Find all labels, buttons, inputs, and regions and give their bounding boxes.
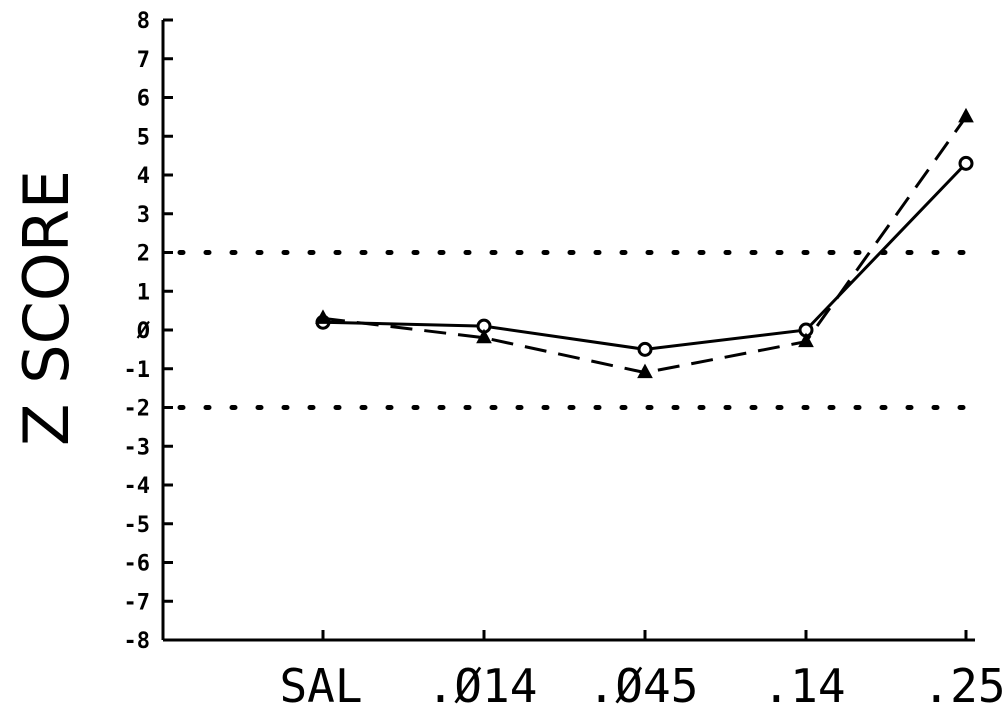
triangle-marker <box>798 332 814 348</box>
y-tick-labels: 8 7 6 5 4 3 2 1 Ø -1 -2 -3 -4 -5 -6 -7 -8 <box>124 9 151 654</box>
circle-marker <box>958 155 974 171</box>
triangle-marker <box>637 363 653 379</box>
y-tick-label: -8 <box>124 629 151 654</box>
y-tick-label: 5 <box>137 125 150 150</box>
y-tick-label: 8 <box>137 9 150 34</box>
circle-marker <box>637 341 653 357</box>
y-tick-label: -1 <box>124 358 151 383</box>
x-tick-label: .14 <box>762 659 845 708</box>
y-tick-label: -5 <box>124 513 151 538</box>
x-tick-label: SAL <box>279 659 362 708</box>
chart-series <box>315 107 974 379</box>
y-tick-label: 4 <box>137 164 150 189</box>
y-tick-label: 2 <box>137 242 150 267</box>
y-tick-label: Ø <box>136 319 151 344</box>
x-tick-label: .25 <box>922 659 1005 708</box>
x-tick-labels: SAL .Ø14 .Ø45 .14 .25 <box>279 659 1005 708</box>
solid-series-line <box>322 162 968 351</box>
y-tick-label: 7 <box>137 48 150 73</box>
y-tick-label: -4 <box>124 474 151 499</box>
y-tick-label: -2 <box>124 397 151 422</box>
chart-axes <box>161 18 975 642</box>
triangle-marker <box>958 107 974 123</box>
triangle-marker <box>476 328 492 344</box>
y-tick-label: 3 <box>137 203 150 228</box>
y-tick-label: 6 <box>137 87 150 112</box>
dashed-series-line <box>322 116 968 375</box>
y-axis-title: Z SCORE <box>10 170 83 446</box>
y-tick-label: -3 <box>124 435 151 460</box>
x-tick-label: .Ø45 <box>588 659 699 708</box>
y-tick-label: -7 <box>124 590 151 615</box>
reference-lines <box>177 250 973 410</box>
y-tick-label: 1 <box>137 280 150 305</box>
y-tick-label: -6 <box>124 552 151 577</box>
triangle-marker <box>315 309 331 324</box>
x-tick-label: .Ø14 <box>427 659 538 708</box>
